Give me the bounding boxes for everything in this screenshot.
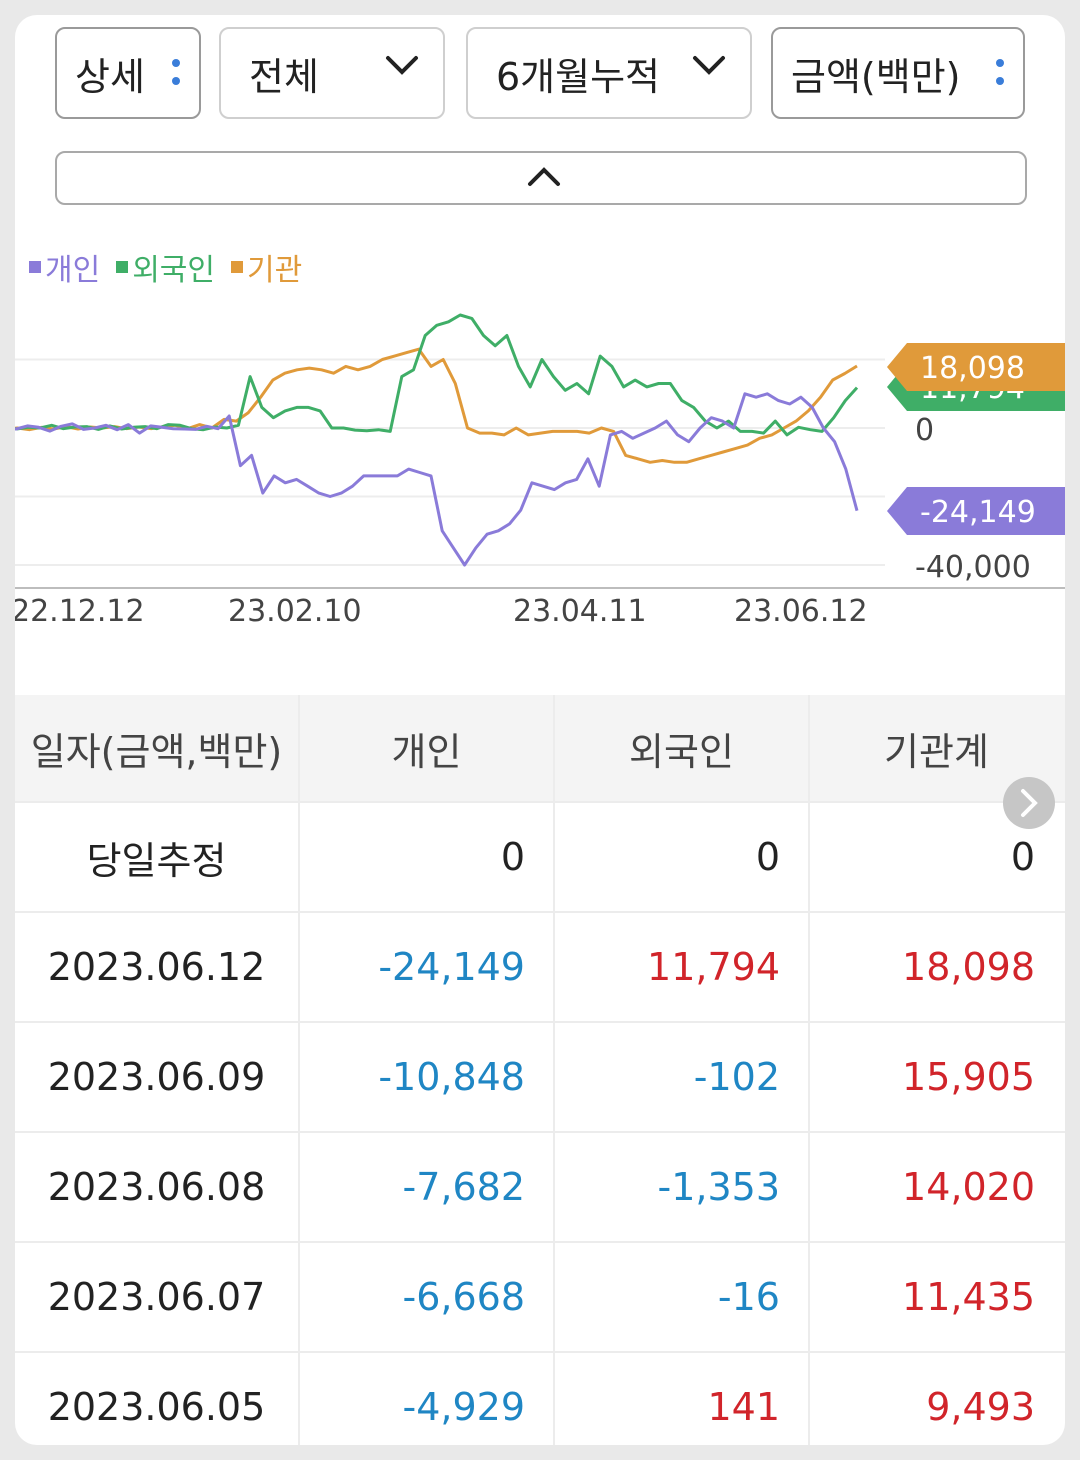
cell-individual: -10,848 [378, 1055, 525, 1099]
cell-individual: -4,929 [402, 1385, 526, 1429]
unit-select-button[interactable]: 금액(백만) [771, 27, 1025, 119]
cell-foreign: 0 [755, 835, 780, 879]
table-row: 2023.06.08 -7,682 -1,353 14,020 [15, 1133, 1065, 1243]
legend-item-institution: 기관 [231, 245, 302, 289]
cell-foreign: 141 [707, 1385, 780, 1429]
legend-item-foreign: 외국인 [116, 245, 215, 289]
x-tick-label: 23.06.12 [734, 594, 868, 629]
cell-foreign: -1,353 [657, 1165, 781, 1209]
table-row: 2023.06.07 -6,668 -16 11,435 [15, 1243, 1065, 1353]
badge-shape [887, 343, 1065, 391]
cell-date: 당일추정 [86, 838, 227, 883]
cell-foreign: -16 [717, 1275, 780, 1319]
table-row: 2023.06.05 -4,929 141 9,493 [15, 1353, 1065, 1445]
detail-select-label: 상세 [75, 54, 145, 99]
period-dropdown[interactable]: 6개월누적 [466, 27, 752, 119]
end-label-badge-2: 18,098 [887, 343, 1065, 391]
header-individual: 개인 [391, 729, 462, 774]
cell-individual: -7,682 [402, 1165, 526, 1209]
table-body: 당일추정 0 0 0 2023.06.12 -24,149 11,794 18,098 2023… [15, 803, 1065, 1445]
chart-grid [15, 358, 885, 566]
badge-shape [887, 487, 1065, 535]
legend-item-individual: 개인 [29, 245, 100, 289]
x-tick-label: 22.12.12 [15, 594, 145, 629]
filter-bar: 상세 전체 6개월누적 금액(백만) [55, 27, 1027, 123]
series-line-1 [15, 313, 859, 437]
y-tick-label: 0 [915, 413, 934, 448]
cell-date: 2023.06.08 [47, 1165, 266, 1209]
x-axis-ticks: 22.12.12 23.02.10 23.04.11 23.06.12 [15, 594, 868, 629]
chevron-up-icon [528, 167, 560, 186]
scope-dropdown-label: 전체 [249, 54, 319, 99]
chevron-right-icon [1021, 789, 1038, 817]
cell-foreign: 11,794 [647, 945, 780, 989]
cell-date: 2023.06.09 [47, 1055, 266, 1099]
investor-trend-card: 상세 전체 6개월누적 금액(백만) 개인 [15, 15, 1065, 1445]
collapse-filters-button[interactable] [55, 151, 1027, 205]
scroll-right-button[interactable] [1003, 777, 1055, 829]
y-tick-label: -40,000 [915, 550, 1031, 585]
cell-date: 2023.06.05 [47, 1385, 266, 1429]
chart-legend: 개인 외국인 기관 [29, 245, 302, 289]
cell-individual: -24,149 [378, 945, 525, 989]
table-row: 2023.06.12 -24,149 11,794 18,098 [15, 913, 1065, 1023]
chevron-down-icon [386, 56, 418, 75]
legend-swatch [29, 261, 41, 273]
cell-date: 2023.06.07 [47, 1275, 266, 1319]
legend-swatch [231, 261, 244, 273]
cell-individual: -6,668 [402, 1275, 526, 1319]
cell-institution: 0 [1010, 835, 1035, 879]
legend-label: 개인 [45, 253, 101, 288]
detail-select-button[interactable]: 상세 [55, 27, 201, 119]
chevron-down-icon [693, 56, 725, 75]
x-tick-label: 23.02.10 [228, 594, 362, 629]
cell-institution: 11,435 [902, 1275, 1035, 1319]
legend-label: 기관 [247, 253, 303, 288]
cell-date: 2023.06.12 [47, 945, 266, 989]
investor-trade-table: 일자(금액,백만) 개인 외국인 기관계 당일추정 0 0 0 2023.06.12 -2… [15, 695, 1065, 1445]
more-vertical-icon [995, 59, 1005, 91]
cell-foreign: -102 [693, 1055, 780, 1099]
more-vertical-icon [171, 59, 181, 91]
period-dropdown-label: 6개월누적 [496, 54, 661, 99]
cell-institution: 15,905 [902, 1055, 1035, 1099]
chart-series [15, 313, 859, 567]
header-date: 일자(금액,백만) [30, 729, 283, 774]
header-foreign: 외국인 [629, 729, 734, 774]
table-row: 2023.06.09 -10,848 -102 15,905 [15, 1023, 1065, 1133]
cell-individual: 0 [500, 835, 525, 879]
legend-swatch [116, 261, 129, 273]
scope-dropdown[interactable]: 전체 [219, 27, 445, 119]
badge-value: 18,098 [920, 351, 1025, 386]
y-axis-ticks: 0 -40,000 [915, 413, 1031, 585]
table-header-row: 일자(금액,백만) 개인 외국인 기관계 [15, 695, 1065, 803]
cell-institution: 14,020 [902, 1165, 1035, 1209]
table-row: 당일추정 0 0 0 [15, 803, 1065, 913]
unit-select-label: 금액(백만) [791, 54, 961, 99]
cell-institution: 9,493 [926, 1385, 1035, 1429]
legend-label: 외국인 [132, 253, 216, 288]
badge-value: -24,149 [920, 495, 1036, 530]
cell-institution: 18,098 [902, 945, 1035, 989]
end-label-badge-0: -24,149 [887, 487, 1065, 535]
series-line-0 [15, 392, 859, 567]
series-line-2 [15, 347, 858, 464]
header-institution: 기관계 [884, 729, 989, 774]
x-tick-label: 23.04.11 [513, 594, 647, 629]
